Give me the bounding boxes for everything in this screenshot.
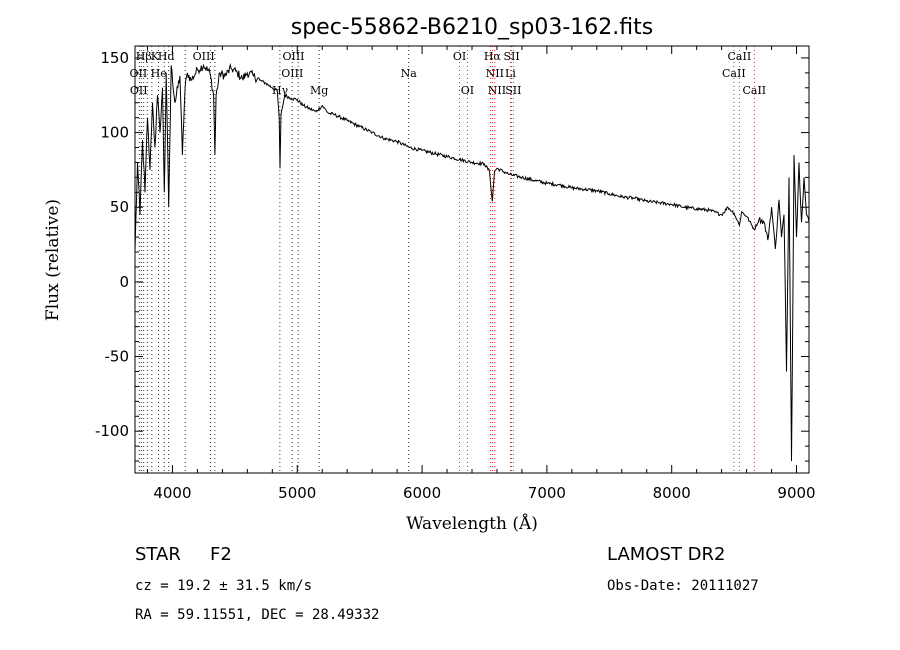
x-axis-label: Wavelength (Å) [406, 513, 538, 534]
line-marker-label: OIII [281, 67, 303, 80]
y-tick-label: 50 [110, 198, 129, 216]
obs-date-text: Obs-Date: 20111027 [607, 578, 759, 594]
redshift-text: cz = 19.2 ± 31.5 km/s [135, 578, 312, 594]
object-class: STAR [135, 544, 181, 565]
spectrum-line [134, 62, 810, 462]
y-tick-label: 0 [119, 273, 129, 291]
line-marker-label: NII [486, 67, 504, 80]
axis-ticks: 4000 5000 6000 7000 8000 9000 -100 -50 0 50 100 150 [95, 46, 816, 502]
line-marker-label: NII [488, 84, 506, 97]
line-marker-label: OIII [282, 50, 304, 63]
line-marker-label: Hd [158, 50, 175, 63]
y-tick-label: 150 [100, 49, 129, 67]
line-marker-label: SII [505, 84, 521, 97]
line-marker-label: Mg [310, 84, 328, 97]
x-tick-label: 5000 [278, 484, 316, 502]
line-marker-label: He [151, 67, 167, 80]
x-tick-label: 6000 [403, 484, 441, 502]
line-marker-label: OII [130, 84, 148, 97]
line-marker-label: CaII [742, 84, 766, 97]
y-tick-label: -50 [105, 348, 130, 366]
line-marker-label: Hα [484, 50, 502, 63]
x-tick-label: 9000 [777, 484, 815, 502]
x-tick-label: 4000 [153, 484, 191, 502]
y-axis-label: Flux (relative) [43, 199, 63, 321]
line-marker-label: Hγ [272, 84, 289, 97]
line-marker-label: OI [461, 84, 474, 97]
line-marker-label: Na [401, 67, 418, 80]
line-marker-label: CaII [722, 67, 746, 80]
line-marker-label: OI [453, 50, 466, 63]
line-marker-label: Li [505, 67, 516, 80]
coordinates-text: RA = 59.11551, DEC = 28.49332 [135, 607, 379, 623]
chart-title: spec-55862-B6210_sp03-162.fits [291, 15, 654, 40]
line-marker-label: SII [503, 50, 519, 63]
y-tick-label: -100 [95, 422, 129, 440]
line-marker-label: OII [130, 67, 148, 80]
line-marker-label: CaII [728, 50, 752, 63]
plot-frame [134, 45, 810, 474]
survey-name: LAMOST DR2 [607, 544, 725, 565]
line-marker-label: K [151, 50, 160, 63]
x-tick-label: 7000 [528, 484, 566, 502]
y-tick-label: 100 [100, 124, 129, 142]
line-marker-label: OIII [193, 50, 215, 63]
object-subclass: F2 [210, 544, 232, 565]
x-tick-label: 8000 [653, 484, 691, 502]
line-marker-label: Hβ [136, 50, 152, 63]
